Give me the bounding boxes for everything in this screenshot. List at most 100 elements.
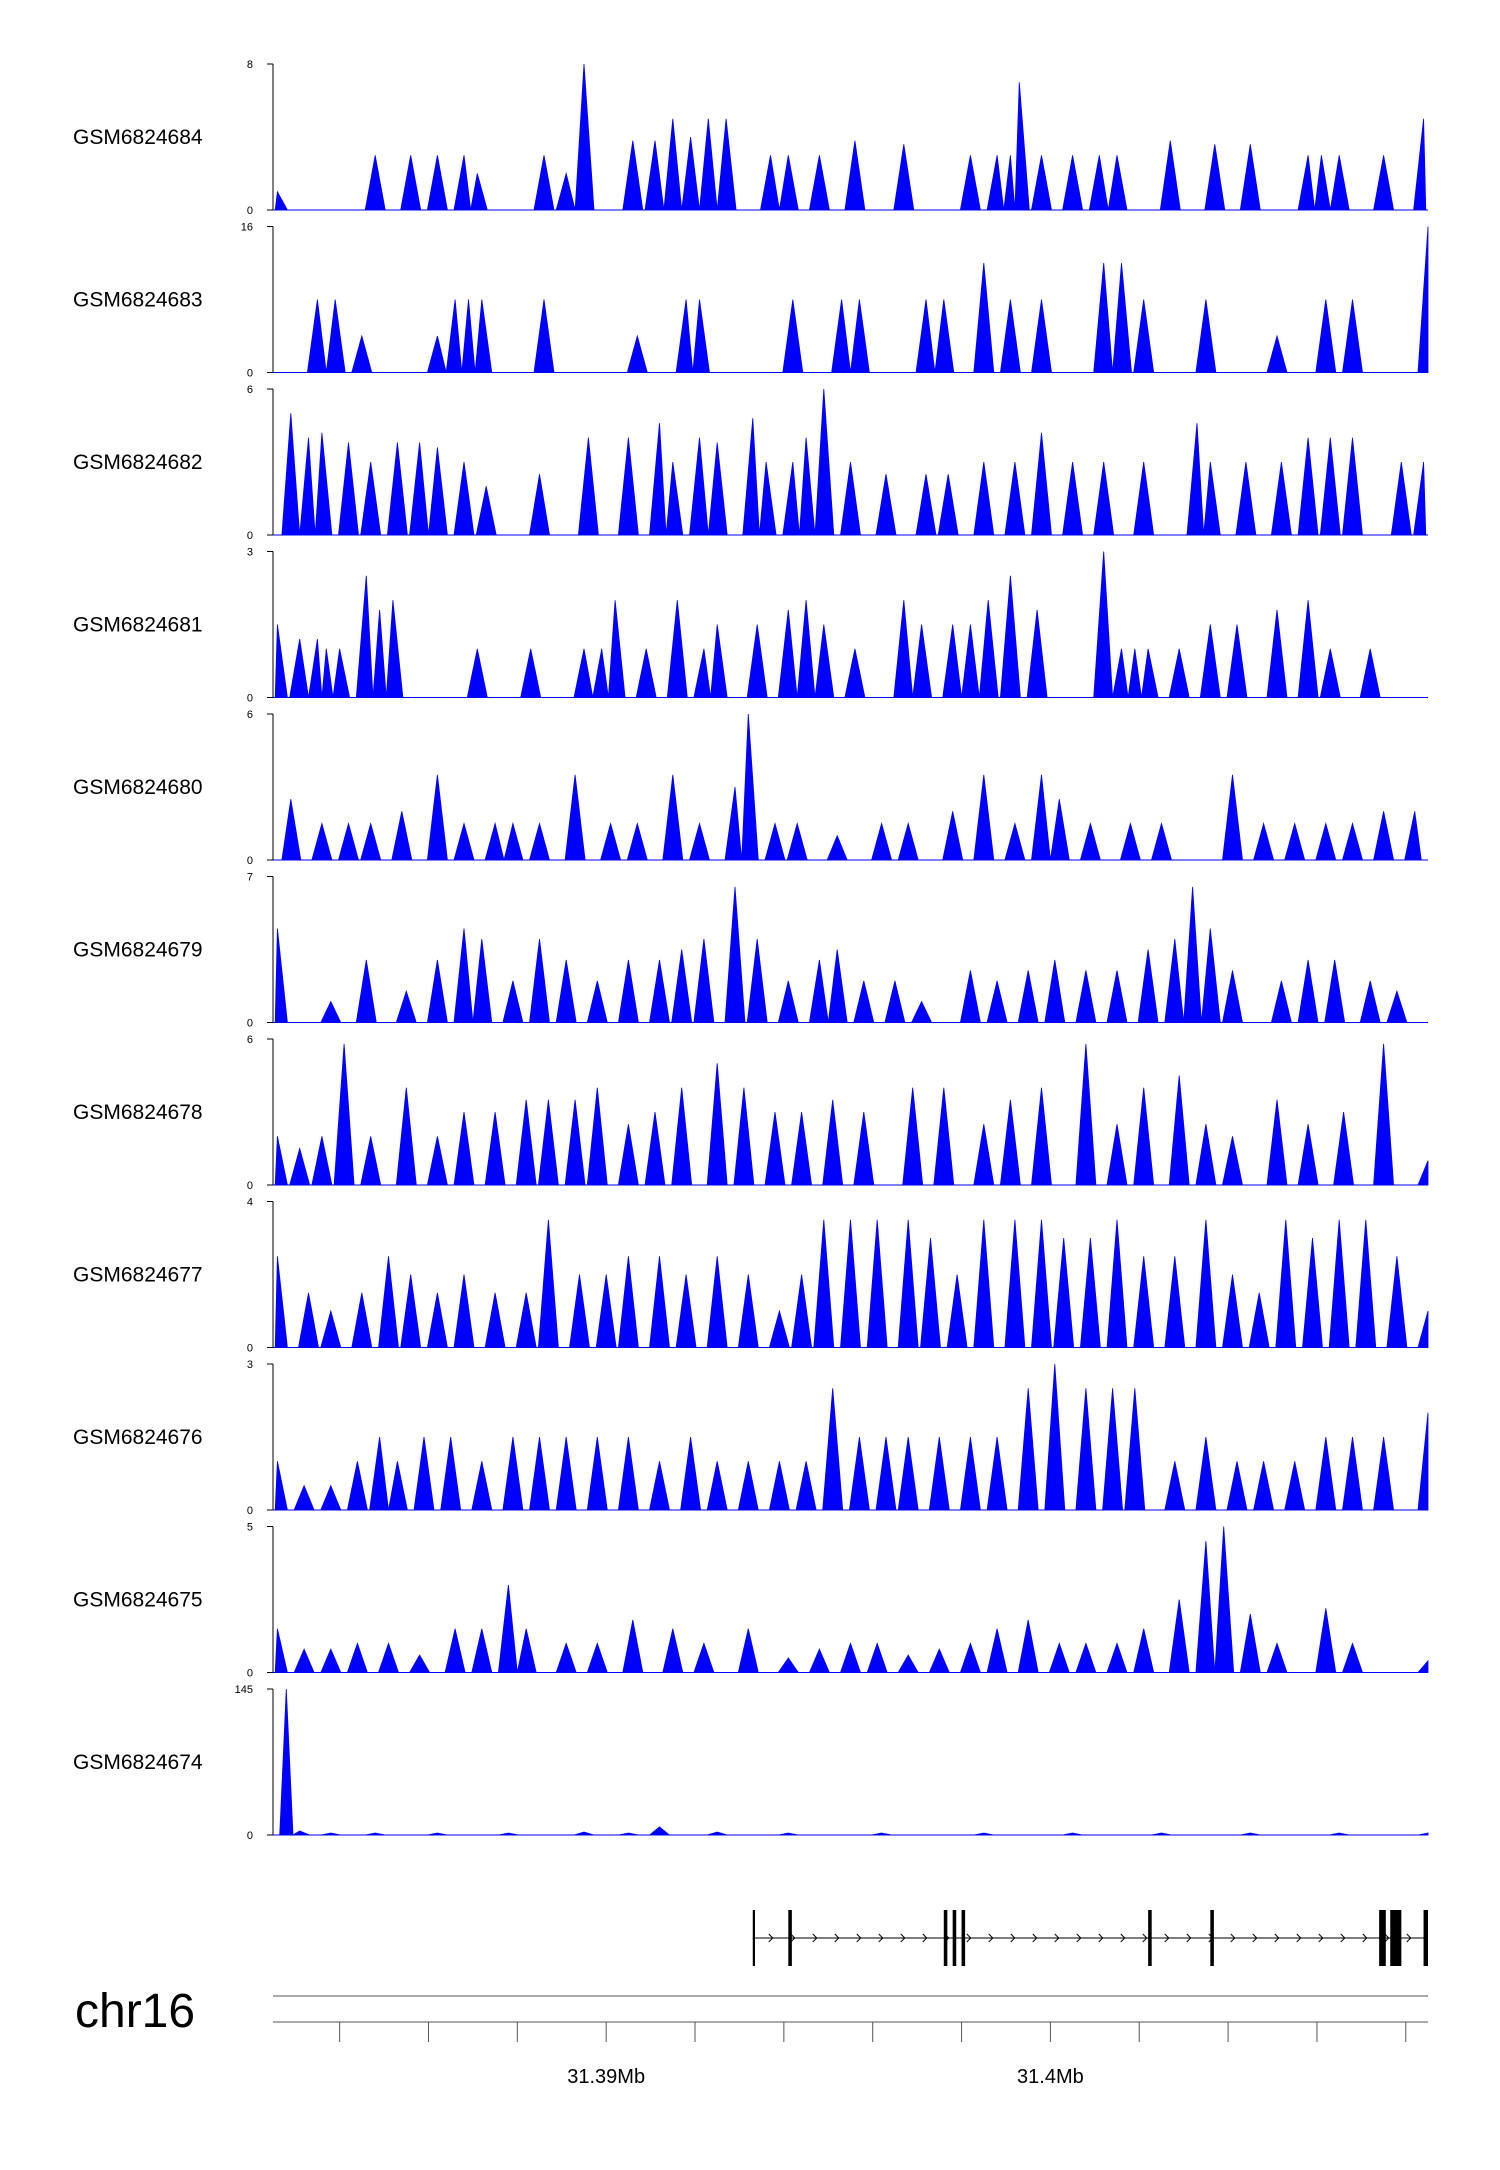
track-GSM6824682: 6 0 GSM6824682 bbox=[73, 384, 1428, 542]
track-name-label: GSM6824675 bbox=[73, 1589, 203, 1612]
gene-strand-arrow bbox=[1318, 1933, 1324, 1943]
track-ymin-label: 0 bbox=[247, 855, 253, 867]
gene-exon bbox=[1148, 1910, 1152, 1966]
gene-strand-arrow bbox=[1252, 1933, 1258, 1943]
gene-strand-arrow bbox=[812, 1933, 818, 1943]
track-ymax-label: 6 bbox=[247, 709, 253, 721]
gene-strand-arrow bbox=[1406, 1933, 1412, 1943]
track-name-label: GSM6824674 bbox=[73, 1751, 203, 1774]
gene-strand-arrow bbox=[856, 1933, 862, 1943]
track-ymax-label: 4 bbox=[247, 1197, 253, 1209]
track-ymin-label: 0 bbox=[247, 1180, 253, 1192]
gene-exon bbox=[961, 1910, 966, 1966]
track-ymax-label: 145 bbox=[235, 1684, 253, 1696]
gene-strand-arrow bbox=[1296, 1933, 1302, 1943]
track-ymin-label: 0 bbox=[247, 1830, 253, 1842]
track-ymin-label: 0 bbox=[247, 1505, 253, 1517]
gene-exon bbox=[1390, 1910, 1402, 1966]
gene-strand-arrow bbox=[1384, 1933, 1390, 1943]
gene-exon bbox=[952, 1910, 957, 1966]
gene-strand-arrow bbox=[1120, 1933, 1126, 1943]
data-tracks: 8 0 GSM6824684 16 0 GSM6824683 6 0 GSM6824682 3 0 G… bbox=[73, 59, 1429, 1842]
track-ymax-label: 5 bbox=[247, 1522, 253, 1534]
track-ymax-label: 3 bbox=[247, 1359, 253, 1371]
gene-strand-arrow bbox=[966, 1933, 972, 1943]
track-ymax-label: 6 bbox=[247, 1034, 253, 1046]
track-ymax-label: 16 bbox=[241, 222, 253, 234]
track-name-label: GSM6824681 bbox=[73, 614, 203, 637]
track-ymin-label: 0 bbox=[247, 693, 253, 705]
track-GSM6824683: 16 0 GSM6824683 bbox=[73, 222, 1429, 380]
gene-strand-arrow bbox=[878, 1933, 884, 1943]
track-ymin-label: 0 bbox=[247, 368, 253, 380]
chromosome-label: chr16 bbox=[75, 1985, 195, 2038]
track-GSM6824681: 3 0 GSM6824681 bbox=[73, 547, 1428, 705]
track-coverage-area bbox=[273, 1526, 1429, 1673]
gene-strand-arrow bbox=[1186, 1933, 1192, 1943]
gene-strand-arrow bbox=[922, 1933, 928, 1943]
gene-strand-arrow bbox=[1098, 1933, 1104, 1943]
track-GSM6824678: 6 0 GSM6824678 bbox=[73, 1034, 1429, 1192]
track-name-label: GSM6824680 bbox=[73, 776, 203, 799]
track-coverage-area bbox=[273, 1043, 1429, 1186]
track-ymax-label: 3 bbox=[247, 547, 253, 559]
track-GSM6824679: 7 0 GSM6824679 bbox=[73, 872, 1428, 1030]
track-GSM6824674: 145 0 GSM6824674 bbox=[73, 1684, 1429, 1842]
gene-model-track bbox=[752, 1910, 1428, 1966]
gene-strand-arrow bbox=[900, 1933, 906, 1943]
track-GSM6824684: 8 0 GSM6824684 bbox=[73, 59, 1428, 217]
gene-strand-arrow bbox=[1054, 1933, 1060, 1943]
gene-strand-arrow bbox=[1274, 1933, 1280, 1943]
track-name-label: GSM6824682 bbox=[73, 451, 203, 474]
track-name-label: GSM6824678 bbox=[73, 1101, 203, 1124]
gene-exon bbox=[1379, 1910, 1386, 1966]
gene-strand-arrow bbox=[1032, 1933, 1038, 1943]
track-coverage-area bbox=[273, 551, 1428, 698]
gene-strand-arrow bbox=[1142, 1933, 1148, 1943]
track-ymin-label: 0 bbox=[247, 1018, 253, 1030]
axis-tick-label: 31.39Mb bbox=[567, 2066, 645, 2088]
gene-strand-arrow bbox=[1362, 1933, 1368, 1943]
track-GSM6824676: 3 0 GSM6824676 bbox=[73, 1359, 1429, 1517]
genome-axis: chr16 31.39Mb 31.4Mb bbox=[75, 1985, 1428, 2088]
track-name-label: GSM6824684 bbox=[73, 126, 203, 149]
track-coverage-area bbox=[273, 388, 1428, 536]
track-coverage-area bbox=[273, 63, 1428, 211]
gene-exon bbox=[1423, 1910, 1428, 1966]
track-ymin-label: 0 bbox=[247, 1668, 253, 1680]
track-name-label: GSM6824683 bbox=[73, 289, 203, 312]
track-ymin-label: 0 bbox=[247, 1343, 253, 1355]
gene-strand-arrow bbox=[1164, 1933, 1170, 1943]
gene-strand-arrow bbox=[790, 1933, 796, 1943]
gene-strand-arrow bbox=[834, 1933, 840, 1943]
gene-strand-arrow bbox=[988, 1933, 994, 1943]
gene-strand-arrow bbox=[1230, 1933, 1236, 1943]
track-GSM6824675: 5 0 GSM6824675 bbox=[73, 1522, 1429, 1680]
axis-tick-label: 31.4Mb bbox=[1017, 2066, 1084, 2088]
track-coverage-area bbox=[273, 886, 1428, 1023]
track-coverage-area bbox=[273, 1363, 1429, 1511]
track-ymax-label: 8 bbox=[247, 59, 253, 71]
track-ymax-label: 7 bbox=[247, 872, 253, 884]
gene-exon bbox=[943, 1910, 948, 1966]
gene-strand-arrow bbox=[768, 1933, 774, 1943]
track-ymin-label: 0 bbox=[247, 530, 253, 542]
track-coverage-area bbox=[273, 713, 1428, 861]
track-GSM6824677: 4 0 GSM6824677 bbox=[73, 1197, 1429, 1355]
track-coverage-area bbox=[273, 226, 1429, 373]
track-GSM6824680: 6 0 GSM6824680 bbox=[73, 709, 1428, 867]
track-ymax-label: 6 bbox=[247, 384, 253, 396]
gene-strand-arrow bbox=[1340, 1933, 1346, 1943]
track-name-label: GSM6824679 bbox=[73, 939, 203, 962]
track-coverage-area bbox=[273, 1219, 1429, 1348]
gene-exon bbox=[1210, 1910, 1214, 1966]
track-name-label: GSM6824677 bbox=[73, 1264, 203, 1287]
gene-exon bbox=[788, 1910, 792, 1966]
track-coverage-area bbox=[273, 1688, 1429, 1836]
gene-strand-arrow bbox=[1076, 1933, 1082, 1943]
gene-exon bbox=[752, 1910, 755, 1966]
track-name-label: GSM6824676 bbox=[73, 1426, 203, 1449]
gene-strand-arrow bbox=[1010, 1933, 1016, 1943]
track-ymin-label: 0 bbox=[247, 205, 253, 217]
